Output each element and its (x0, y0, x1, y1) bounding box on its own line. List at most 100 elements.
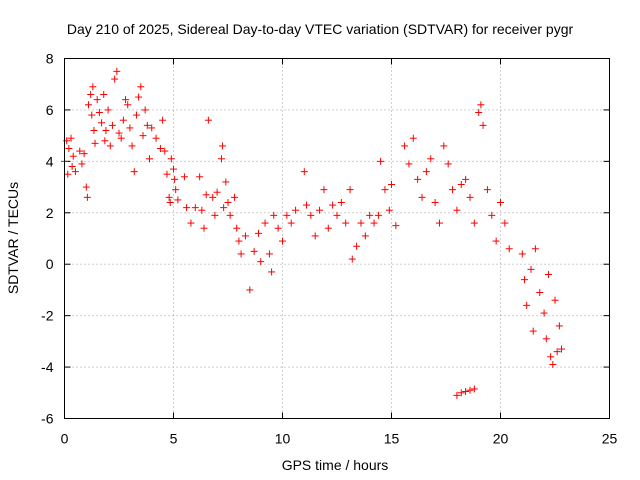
data-point (222, 178, 230, 186)
data-point (126, 124, 134, 132)
data-point (196, 173, 204, 181)
data-point (84, 101, 92, 109)
data-point (101, 137, 109, 145)
data-point (172, 186, 180, 194)
data-point (374, 211, 382, 219)
data-point (231, 193, 239, 201)
data-point (122, 96, 130, 104)
data-point (198, 206, 206, 214)
y-tick-label: 0 (46, 256, 54, 272)
data-point (98, 119, 106, 127)
data-point (67, 134, 75, 142)
data-point (93, 96, 101, 104)
data-point (316, 206, 324, 214)
data-point (237, 250, 245, 258)
data-point (346, 186, 354, 194)
data-point (462, 388, 470, 395)
data-point (540, 309, 548, 317)
data-point (444, 160, 452, 168)
data-point (553, 348, 561, 356)
data-point (69, 152, 77, 160)
data-point (320, 186, 328, 194)
data-point (470, 385, 478, 393)
y-tick-label: -6 (41, 411, 54, 427)
data-point (161, 147, 169, 155)
data-point (159, 116, 167, 124)
data-point (549, 361, 557, 368)
data-point (68, 163, 76, 170)
data-point (329, 201, 337, 209)
data-point (300, 168, 308, 176)
data-point (180, 173, 188, 181)
data-point (87, 91, 95, 98)
chart-title: Day 210 of 2025, Sidereal Day-to-day VTE… (67, 21, 574, 37)
data-point (366, 211, 374, 219)
data-point (71, 168, 79, 176)
data-point (449, 186, 457, 194)
data-point (143, 121, 151, 129)
data-point (167, 155, 175, 163)
x-axis-label: GPS time / hours (282, 457, 389, 473)
data-point (401, 142, 409, 150)
data-point (268, 268, 276, 276)
data-point (163, 170, 171, 178)
data-point (132, 111, 140, 119)
data-point (224, 199, 232, 206)
data-point (220, 204, 228, 212)
data-point (302, 201, 310, 209)
data-point (83, 193, 91, 201)
data-point (65, 145, 73, 152)
data-point (462, 175, 470, 183)
data-point (536, 289, 544, 296)
data-point (324, 224, 332, 232)
data-point (76, 147, 84, 155)
data-point (348, 255, 356, 263)
data-point (91, 139, 99, 147)
data-point (527, 265, 535, 273)
data-point (483, 186, 491, 194)
data-point (555, 322, 563, 330)
data-point (333, 211, 341, 219)
data-point (200, 224, 208, 232)
data-point (135, 93, 143, 101)
data-point (235, 237, 243, 245)
data-point (166, 199, 174, 206)
data-point (377, 157, 385, 165)
data-point (139, 132, 147, 140)
x-tick-label: 10 (275, 431, 291, 447)
data-point (241, 232, 249, 240)
data-point (497, 199, 504, 206)
plot-frame (64, 58, 610, 419)
data-point (90, 127, 98, 134)
data-point (488, 211, 496, 219)
data-point (418, 193, 426, 201)
x-tick-label: 0 (61, 431, 69, 447)
data-point (558, 345, 566, 353)
y-tick-label: 4 (46, 153, 54, 169)
data-point (78, 160, 86, 168)
data-point (283, 211, 291, 219)
data-point (422, 168, 430, 176)
data-point (217, 155, 225, 163)
data-point (88, 111, 96, 119)
data-point (361, 232, 369, 240)
data-point (170, 165, 177, 173)
data-point (520, 276, 528, 284)
data-point (102, 127, 110, 134)
data-point (470, 219, 478, 227)
data-point (261, 219, 269, 227)
data-point (385, 206, 393, 214)
data-point (146, 155, 154, 163)
data-point (307, 211, 315, 219)
data-point (466, 386, 474, 394)
data-point (414, 175, 422, 183)
data-point (453, 391, 461, 399)
data-points (61, 67, 566, 399)
data-point (457, 181, 465, 188)
y-tick-label: -4 (41, 359, 54, 375)
data-point (246, 286, 254, 294)
data-point (274, 224, 282, 232)
data-point (287, 219, 295, 227)
data-point (191, 204, 199, 212)
